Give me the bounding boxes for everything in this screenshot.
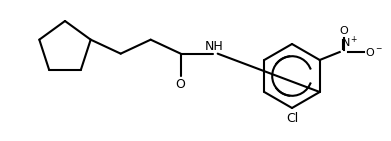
Text: O: O bbox=[176, 78, 186, 91]
Text: O$^-$: O$^-$ bbox=[365, 46, 383, 58]
Text: O: O bbox=[339, 26, 348, 36]
Text: NH: NH bbox=[204, 40, 223, 53]
Text: N$^+$: N$^+$ bbox=[341, 35, 358, 50]
Text: Cl: Cl bbox=[286, 112, 298, 125]
